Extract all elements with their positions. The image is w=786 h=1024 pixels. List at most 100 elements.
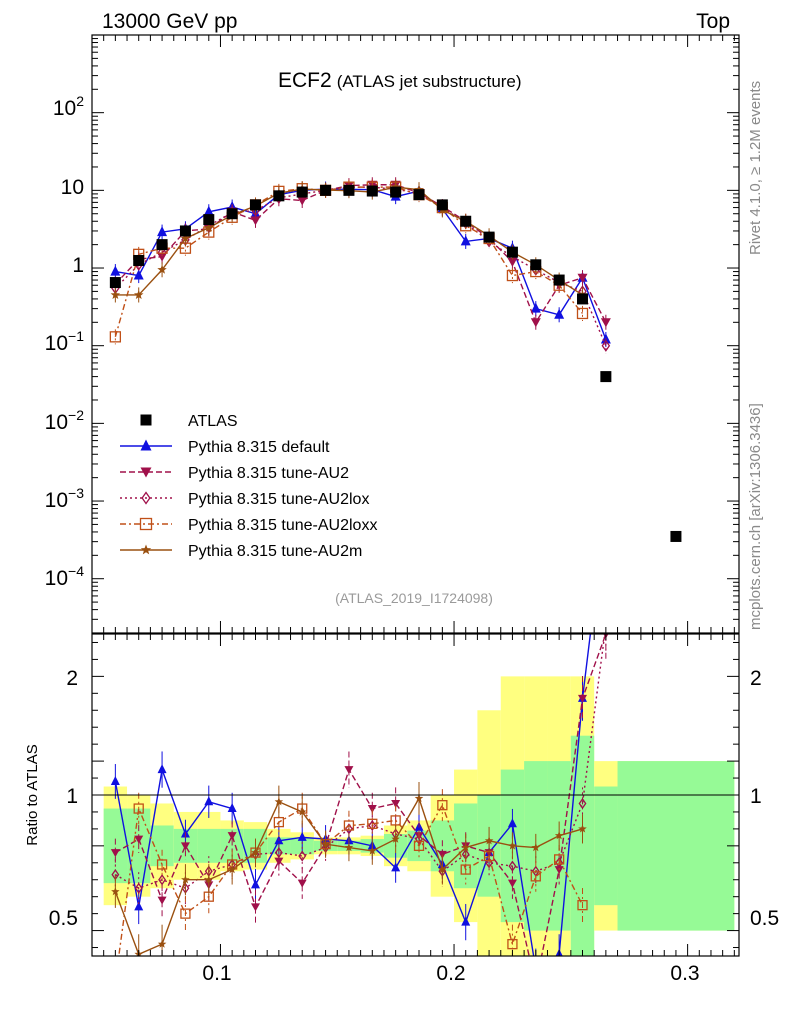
point-main-3-0: [109, 331, 122, 343]
point-main-3-20: [576, 307, 589, 320]
point-ratio-3-17: [507, 938, 518, 950]
data-point-1: [133, 254, 145, 266]
ratio-tick-05-right: 0.5: [750, 907, 779, 930]
legend-marker-0: [140, 414, 152, 426]
data-point-17: [506, 246, 518, 258]
point-ratio-4-20: [578, 824, 587, 833]
point-ratio-4-11: [368, 846, 377, 855]
point-main-0-2: [157, 226, 168, 237]
point-ratio-1-3: [180, 842, 190, 851]
point-ratio-0-2: [157, 764, 167, 774]
point-ratio-3-3: [180, 908, 191, 919]
x-tick-label-0.1: 0.1: [202, 962, 231, 985]
point-ratio-4-9: [321, 839, 330, 848]
point-ratio-4-8: [297, 807, 307, 816]
y-tick-label-1: 1: [72, 254, 84, 277]
ratio-tick-1-left: 1: [66, 785, 78, 808]
point-ratio-1-6: [251, 903, 261, 912]
point-ratio-1-8: [297, 879, 307, 888]
point-ratio-2-8: [298, 850, 307, 862]
point-ratio-2-20: [578, 797, 587, 810]
point-ratio-4-16: [484, 836, 494, 845]
data-point-3: [179, 225, 191, 237]
point-ratio-1-18: [531, 981, 540, 989]
point-ratio-4-17: [508, 841, 517, 850]
point-ratio-4-12: [391, 834, 400, 843]
point-ratio-0-8: [297, 831, 307, 841]
point-ratio-2-19: [555, 857, 564, 869]
point-ratio-1-20: [578, 694, 588, 703]
legend-label-5: Pythia 8.315 tune-AU2m: [188, 543, 362, 560]
point-ratio-3-11: [367, 818, 378, 829]
point-ratio-4-13: [414, 793, 424, 802]
data-point-4: [203, 214, 215, 226]
point-ratio-4-6: [251, 848, 260, 857]
point-main-2-2: [157, 246, 167, 259]
data-point-21: [600, 371, 612, 383]
chart-title: ECF2 (ATLAS jet substructure): [278, 69, 522, 92]
point-ratio-3-0: [111, 977, 120, 986]
point-ratio-0-18: [531, 964, 540, 973]
data-points-atlas: [109, 184, 682, 542]
point-ratio-2-1: [134, 882, 143, 894]
header-beam-label: 13000 GeV pp: [102, 10, 237, 33]
data-point-12: [390, 186, 402, 198]
point-ratio-1-0: [110, 849, 120, 858]
data-point-13: [413, 189, 425, 201]
series-main-3: [109, 179, 589, 345]
x-tick-label-0.2: 0.2: [436, 962, 465, 985]
point-ratio-1-17: [507, 879, 517, 888]
point-main-4-0: [110, 290, 121, 299]
main-plot-frame: [91, 34, 740, 634]
rivet-version-label: Rivet 4.1.0, ≥ 1.2M events: [747, 81, 764, 255]
point-ratio-4-7: [274, 797, 284, 806]
legend-label-4: Pythia 8.315 tune-AU2loxx: [188, 517, 377, 534]
legend-label-0: ATLAS: [188, 413, 238, 430]
series-line-main-1: [114, 184, 607, 324]
ratio-tick-2-right: 2: [750, 667, 762, 690]
data-point-9: [320, 184, 332, 196]
band-inner-bin-0: [103, 808, 128, 884]
point-ratio-0-15: [461, 916, 471, 926]
point-main-0-18: [530, 302, 541, 313]
point-main-0-19: [554, 308, 565, 319]
ratio-tick-1-right: 1: [750, 785, 762, 808]
axis-ticks: [92, 35, 739, 956]
point-ratio-4-2: [157, 939, 167, 948]
series-line-ratio-1: [115, 634, 607, 956]
band-inner-bin-22: [617, 761, 735, 931]
x-tick-label-0.3: 0.3: [670, 962, 699, 985]
ratio-axis-label: Ratio to ATLAS: [24, 744, 41, 845]
point-main-1-8: [297, 196, 308, 206]
point-main-0-0: [110, 265, 121, 276]
series-line-ratio-0: [114, 634, 592, 956]
point-ratio-0-0: [110, 775, 120, 785]
point-ratio-4-3: [181, 875, 190, 884]
point-ratio-4-10: [344, 843, 354, 852]
y-tick-label-1e-2: 10−2: [45, 407, 85, 434]
point-ratio-1-7: [274, 857, 284, 866]
data-point-22: [670, 530, 682, 542]
point-ratio-3-15: [460, 864, 471, 875]
point-main-4-1: [134, 290, 144, 299]
point-main-4-2: [157, 264, 167, 274]
x-tick-labels: 0.1 0.2 0.3: [202, 962, 699, 985]
ratio-y-tick-labels: 2 1 0.5 2 1 0.5: [49, 667, 779, 930]
point-main-0-15: [460, 235, 471, 246]
legend-marker-4: [139, 517, 153, 531]
point-ratio-4-15: [461, 843, 470, 852]
data-point-11: [366, 185, 378, 197]
legend-marker-5: [140, 544, 152, 555]
data-point-16: [483, 231, 495, 243]
point-ratio-0-21: [601, 501, 610, 510]
y-tick-label-1e-4: 10−4: [45, 563, 85, 590]
series-line-main-0: [115, 188, 607, 340]
point-ratio-0-6: [251, 879, 261, 889]
legend-marker-1: [140, 439, 152, 451]
point-ratio-0-17: [507, 818, 517, 828]
point-ratio-2-13: [415, 833, 423, 845]
point-ratio-3-2: [156, 859, 168, 870]
point-main-1-20: [577, 273, 588, 283]
mcplots-source-label: mcplots.cern.ch [arXiv:1306.3436]: [747, 403, 764, 630]
